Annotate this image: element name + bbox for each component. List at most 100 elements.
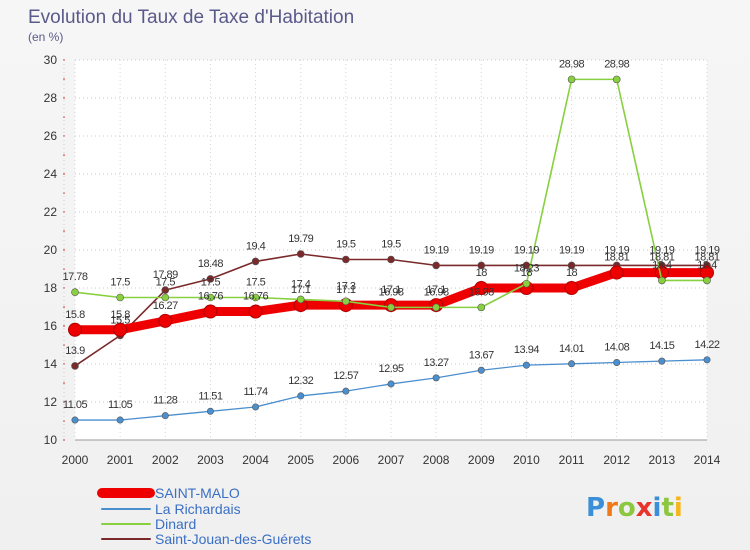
series-point [71, 362, 79, 370]
series-point [658, 276, 666, 285]
proxiti-logo: Proxiti [586, 493, 683, 523]
logo-letter: r [605, 493, 618, 523]
data-label: 19.5 [381, 239, 401, 251]
series-point [113, 322, 128, 337]
legend-label: Saint-Jouan-des-Guérets [155, 531, 311, 547]
data-label: 18.4 [697, 259, 717, 271]
x-tick-label: 2001 [107, 453, 134, 467]
data-label: 17.3 [336, 280, 356, 292]
series-point [567, 75, 576, 84]
data-label: 11.74 [243, 386, 268, 398]
data-label: 18.81 [604, 252, 629, 264]
series-point [248, 304, 263, 319]
data-label: 19.79 [288, 233, 313, 245]
data-label: 16.98 [424, 286, 449, 298]
series-point [342, 297, 350, 306]
data-label: 12.32 [288, 375, 313, 387]
series-point [251, 257, 260, 266]
data-label: 16.98 [469, 286, 494, 298]
y-tick-label: 12 [44, 395, 58, 409]
data-label: 12.57 [333, 370, 358, 382]
data-label: 18.81 [694, 252, 719, 264]
data-label: 17.1 [336, 284, 356, 296]
y-tick-label: 28 [44, 91, 58, 105]
series-point [206, 293, 215, 302]
series-point [567, 261, 576, 270]
x-tick-label: 2014 [694, 453, 721, 467]
series-point [342, 387, 350, 395]
series-point [568, 360, 576, 368]
data-label: 17.89 [153, 269, 178, 281]
series-point [477, 303, 486, 312]
series-point [432, 261, 440, 270]
x-tick-label: 2007 [378, 453, 405, 467]
data-label: 19.19 [694, 244, 719, 256]
data-label: 17.5 [201, 277, 221, 289]
grid-layer [74, 59, 708, 441]
data-label: 11.28 [153, 395, 178, 407]
logo-letter: o [618, 493, 636, 523]
data-label: 19.19 [559, 244, 584, 256]
data-label: 14.15 [649, 340, 674, 352]
series-point [703, 356, 711, 364]
y-tick-label: 20 [44, 243, 58, 257]
data-label: 13.27 [424, 357, 449, 369]
series-point [206, 275, 215, 283]
series-point [161, 412, 169, 420]
data-label: 19.19 [424, 244, 449, 256]
x-tick-label: 2011 [559, 453, 585, 467]
series-point [432, 303, 440, 312]
x-tick-label: 2006 [333, 453, 360, 467]
x-tick-label: 2009 [468, 453, 495, 467]
x-tick-label: 2005 [287, 453, 314, 467]
data-label: 14.08 [604, 341, 629, 353]
x-tick-label: 2012 [603, 453, 630, 467]
axis-layer: 10 12 14 16 18 20 22 24 26 28 30 2000 2001 2002 2003 20… [44, 53, 721, 467]
data-label: 16.76 [243, 291, 268, 303]
data-label: 14.22 [694, 339, 719, 351]
data-label: 18.81 [649, 252, 674, 264]
data-label: 15.8 [110, 309, 130, 321]
data-label: 19.19 [649, 244, 674, 256]
data-label: 15.5 [110, 315, 130, 327]
data-label: 18.4 [652, 259, 672, 271]
y-tick-label: 10 [44, 433, 58, 447]
data-label: 11.05 [63, 399, 88, 411]
logo-letter: t [661, 493, 673, 523]
series-point [296, 295, 305, 304]
x-tick-label: 2008 [423, 453, 450, 467]
series-1 [71, 356, 711, 424]
data-label: 19.19 [469, 244, 494, 256]
series-point [432, 374, 440, 382]
data-label: 17.1 [426, 284, 446, 296]
data-label: 28.98 [559, 58, 584, 70]
series-point [203, 304, 218, 319]
data-label: 17.1 [291, 284, 311, 296]
series-point [251, 293, 260, 302]
series-point [522, 279, 531, 288]
data-label: 19.19 [514, 244, 539, 256]
x-tick-label: 2002 [152, 453, 179, 467]
data-label: 18 [521, 267, 533, 279]
data-label: 15.8 [65, 309, 85, 321]
series-point [71, 416, 79, 424]
series-point [158, 313, 173, 328]
y-tick-label: 18 [44, 281, 58, 295]
data-label: 11.51 [198, 390, 223, 402]
data-label: 17.5 [246, 277, 266, 289]
series-point [116, 293, 124, 302]
data-label: 28.98 [604, 58, 629, 70]
series-point [71, 288, 79, 296]
series-point [474, 281, 489, 295]
series-2 [71, 75, 711, 312]
data-label: 18 [476, 267, 488, 279]
series-layer [68, 75, 714, 424]
y-tick-label: 30 [44, 53, 58, 67]
y-tick-label: 26 [44, 129, 58, 143]
series-point [613, 358, 621, 366]
legend-label: SAINT-MALO [155, 485, 240, 501]
y-tick-label: 22 [44, 205, 58, 219]
data-label: 19.5 [336, 239, 356, 251]
data-label: 17.78 [62, 271, 87, 283]
